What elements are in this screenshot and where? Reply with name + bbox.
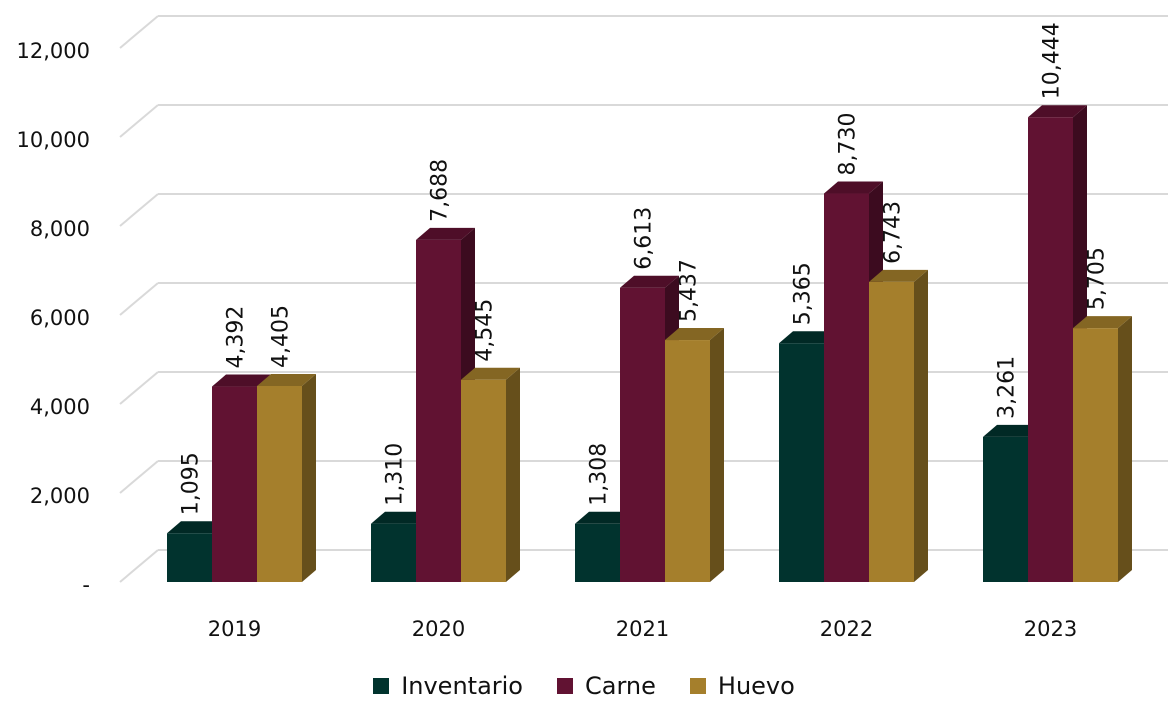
legend-item-carne: Carne [557, 672, 656, 700]
bar-carne-2022 [824, 193, 869, 582]
legend-swatch-carne [557, 678, 573, 694]
data-label-huevo-2019: 4,405 [269, 305, 294, 368]
gridline-diagonal [119, 371, 159, 405]
x-tick-label: 2019 [208, 617, 261, 641]
y-tick-label: 2,000 [30, 484, 90, 508]
bar-huevo-2023 [1073, 328, 1118, 582]
bar-huevo-2023-top [1073, 316, 1132, 329]
bar-huevo-2021-side [710, 328, 724, 582]
bar-chart-plot: - 2,000 4,000 6,000 8,000 10,000 12,000 1,095 4,… [17, 15, 1168, 641]
bar-inventario-2020-top [371, 511, 430, 524]
data-label-huevo-2023: 5,705 [1085, 247, 1110, 310]
data-label-huevo-2021: 5,437 [677, 259, 702, 322]
data-label-inventario-2022: 5,365 [791, 262, 816, 325]
bar-carne-2022-top [824, 181, 883, 194]
bar-carne-2019 [212, 386, 257, 582]
bar-carne-2023 [1028, 117, 1073, 582]
legend-swatch-huevo [689, 678, 706, 694]
data-label-inventario-2021: 1,308 [587, 443, 612, 506]
gridline-diagonal [119, 282, 159, 316]
x-tick-label: 2023 [1024, 617, 1077, 641]
bar-inventario-2019-top [167, 521, 226, 534]
y-tick-label: 6,000 [30, 306, 90, 330]
bar-inventario-2023-top [983, 424, 1042, 437]
legend-label-carne: Carne [585, 672, 656, 700]
data-label-inventario-2019: 1,095 [179, 452, 204, 515]
bar-inventario-2020 [371, 523, 416, 582]
y-tick-label: - [82, 573, 90, 597]
bar-carne-2020-top [416, 227, 475, 240]
gridline-diagonal [119, 15, 159, 49]
bar-huevo-2020-side [506, 367, 520, 582]
bar-inventario-2022 [779, 343, 824, 582]
legend: Inventario Carne Huevo [0, 672, 1168, 700]
gridline-diagonal [119, 104, 159, 138]
y-tick-label: 8,000 [30, 217, 90, 241]
legend-item-huevo: Huevo [689, 672, 795, 700]
y-tick-label: 10,000 [17, 128, 90, 152]
bar-huevo-2021-top [665, 328, 724, 341]
data-label-inventario-2020: 1,310 [383, 443, 408, 506]
data-label-carne-2023: 10,444 [1040, 22, 1065, 99]
data-label-carne-2021: 6,613 [632, 207, 657, 270]
y-tick-label: 12,000 [17, 39, 90, 63]
bar-huevo-2020-top [461, 367, 520, 380]
bar-carne-2020 [416, 239, 461, 582]
data-label-huevo-2022: 6,743 [881, 201, 906, 264]
data-label-carne-2019: 4,392 [224, 306, 249, 369]
legend-swatch-inventario [373, 678, 390, 694]
bar-huevo-2022 [869, 281, 914, 582]
bar-inventario-2021 [575, 523, 620, 582]
data-label-huevo-2020: 4,545 [473, 299, 498, 362]
bar-huevo-2022-side [914, 269, 928, 582]
bar-huevo-2022-top [869, 269, 928, 282]
bar-carne-2021-top [620, 275, 679, 288]
bar-inventario-2019 [167, 533, 212, 582]
gridline-diagonal [119, 193, 159, 227]
bar-huevo-2023-side [1118, 316, 1132, 582]
x-tick-label: 2022 [820, 617, 873, 641]
data-label-inventario-2023: 3,261 [995, 356, 1020, 419]
bar-huevo-2019 [257, 385, 302, 582]
data-label-carne-2022: 8,730 [836, 113, 861, 176]
x-tick-label: 2020 [412, 617, 465, 641]
bar-inventario-2023 [983, 436, 1028, 582]
legend-label-inventario: Inventario [401, 672, 523, 700]
bar-carne-2021 [620, 287, 665, 582]
bar-inventario-2021-top [575, 511, 634, 524]
bar-carne-2023-top [1028, 105, 1087, 118]
gridline-diagonal [119, 460, 159, 494]
bar-huevo-2021 [665, 340, 710, 582]
x-tick-label: 2021 [616, 617, 669, 641]
bar-inventario-2022-top [779, 331, 838, 344]
bar-carne-2019-top [212, 374, 271, 387]
legend-label-huevo: Huevo [717, 672, 795, 700]
legend-item-inventario: Inventario [373, 672, 523, 700]
gridline-diagonal [119, 549, 159, 583]
bar-huevo-2019-side [302, 373, 316, 582]
data-label-carne-2020: 7,688 [428, 159, 453, 222]
bar-huevo-2019-top [257, 373, 316, 386]
y-tick-label: 4,000 [30, 395, 90, 419]
bar-huevo-2020 [461, 379, 506, 582]
